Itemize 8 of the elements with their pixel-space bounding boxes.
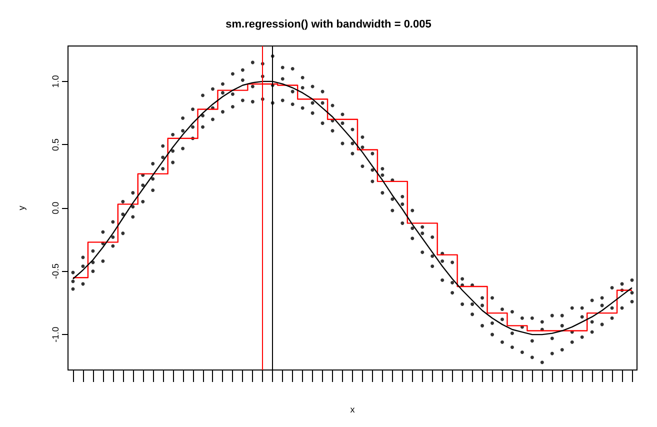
y-tick-label: 0.0	[50, 202, 60, 214]
y-tick-label: 1.0	[50, 75, 60, 88]
x-axis-title: x	[350, 404, 356, 414]
y-tick-label: -1.0	[50, 326, 60, 342]
y-tick-label: -0.5	[50, 264, 60, 280]
y-tick-label: 0.5	[50, 138, 60, 151]
chart-title: sm.regression() with bandwidth = 0.005	[226, 18, 432, 30]
y-axis-title: y	[16, 205, 26, 210]
